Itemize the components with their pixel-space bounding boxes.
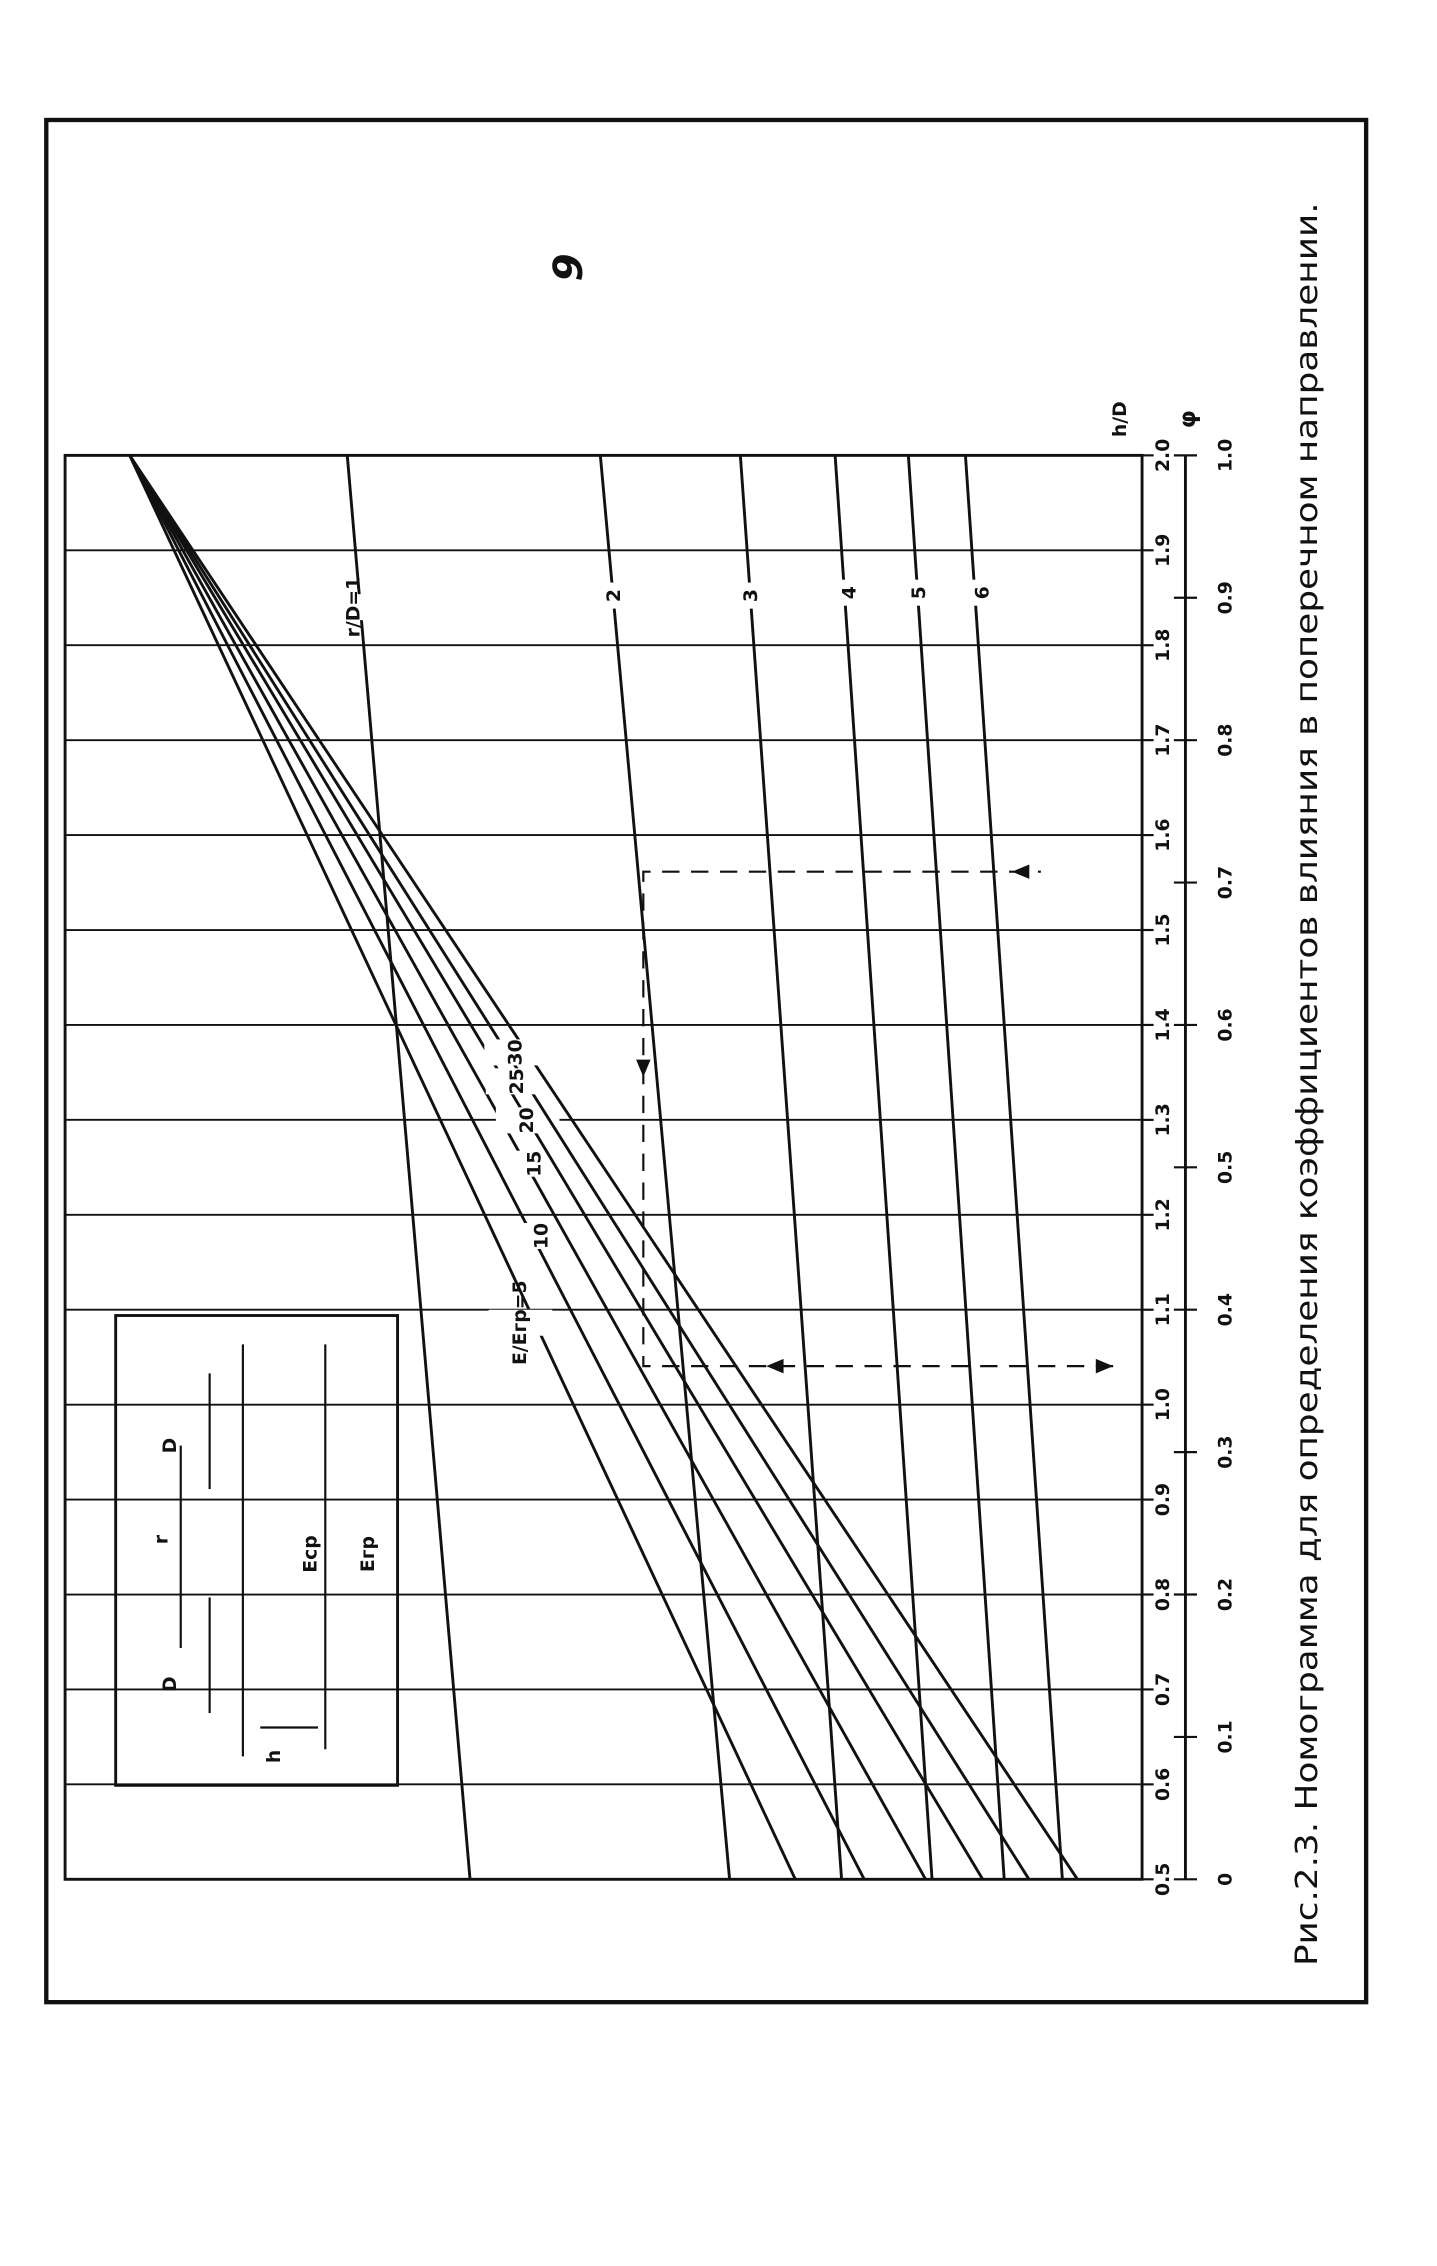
label-bg — [484, 1039, 548, 1066]
inset — [114, 1314, 400, 1787]
curve-label: r/D=1 — [344, 577, 365, 638]
curve — [906, 455, 1006, 1880]
example-path — [642, 870, 1114, 1368]
curve — [128, 454, 1031, 1881]
label-bg — [488, 1309, 553, 1336]
label-bg — [951, 579, 1015, 606]
inset-label: D — [160, 1438, 181, 1454]
x-axis-label: h/D — [1110, 401, 1131, 437]
inset-label: h — [264, 1750, 285, 1763]
phi-tick-label: 0.3 — [1215, 1435, 1236, 1468]
phi-tick-label: 0.4 — [1215, 1293, 1236, 1326]
inset-label: r — [151, 1534, 172, 1544]
x-tick-label: 1.7 — [1153, 724, 1174, 757]
inset-label: D — [160, 1676, 181, 1692]
phi-tick-label: 0.9 — [1215, 581, 1236, 614]
x-tick-label: 1.3 — [1153, 1103, 1174, 1136]
phi-tick-label: 0.6 — [1215, 1008, 1236, 1041]
label-bg — [510, 1222, 574, 1250]
x-tick-label: 0.8 — [1153, 1578, 1174, 1611]
caption: Рис.2.3. Номограмма для определения коэф… — [1290, 202, 1325, 1966]
phi-tick-label: 0 — [1215, 1873, 1236, 1886]
inset-label: Eср — [300, 1535, 321, 1572]
curve-label: 10 — [532, 1223, 553, 1249]
curve-label: 3 — [741, 589, 762, 602]
curve-label: E/Eгр=5 — [510, 1280, 531, 1365]
example-dashed-line — [642, 870, 1114, 1368]
x-tick-label: 0.7 — [1153, 1673, 1174, 1706]
inset-label: Eгр — [358, 1536, 379, 1572]
curve-label: 2 — [604, 589, 625, 602]
x-tick-label: 1.6 — [1153, 818, 1174, 851]
phi-axis-label: φ — [1175, 410, 1201, 428]
curve-label: 15 — [524, 1151, 545, 1177]
x-tick-label: 1.2 — [1153, 1198, 1174, 1231]
x-tick-label: 0.6 — [1153, 1768, 1174, 1801]
curve — [738, 455, 844, 1880]
phi-tick-label: 1.0 — [1215, 439, 1236, 472]
curve-label: 20 — [517, 1107, 538, 1133]
x-tick-label: 1.0 — [1153, 1388, 1174, 1421]
label-bg — [719, 582, 784, 609]
x-tick-label: 0.5 — [1153, 1863, 1174, 1896]
phi-tick-label: 0.7 — [1215, 866, 1236, 899]
arrow — [1095, 1358, 1114, 1374]
curve-label: 6 — [973, 586, 994, 599]
page-number: 9 — [544, 253, 592, 281]
phi-tick-label: 0.8 — [1215, 724, 1236, 757]
label-bg — [495, 1107, 560, 1134]
phi-tick-label: 0.5 — [1215, 1151, 1236, 1184]
x-tick-label: 1.5 — [1153, 913, 1174, 946]
page-border — [44, 117, 1369, 2005]
label-bg — [485, 1068, 550, 1095]
curve — [598, 455, 732, 1880]
arrow — [636, 1059, 651, 1077]
x-tick-label: 1.4 — [1153, 1008, 1174, 1041]
curve — [128, 454, 866, 1880]
arrow — [1011, 864, 1030, 879]
x-tick-label: 1.8 — [1153, 629, 1174, 662]
inset-frame — [114, 1314, 400, 1787]
curve — [833, 455, 934, 1880]
curve — [128, 454, 984, 1881]
curve — [128, 454, 797, 1880]
label-bg — [582, 582, 647, 609]
curve-label: 4 — [840, 586, 861, 599]
curve-label: 30 — [506, 1039, 527, 1065]
curve-label: 25 — [507, 1068, 528, 1094]
label-bg — [818, 579, 882, 606]
arrow — [766, 1358, 784, 1374]
inset-labels: D r D Eср Eгр h — [151, 1438, 379, 1763]
label-bg — [887, 579, 952, 606]
x-tick-label: 0.9 — [1153, 1483, 1174, 1516]
phi-tick-label: 0.2 — [1215, 1578, 1236, 1611]
arrows — [636, 864, 1114, 1374]
x-tick-label: 1.1 — [1153, 1293, 1174, 1326]
curve-label: 5 — [909, 586, 930, 599]
curve — [963, 455, 1064, 1880]
label-bg — [322, 594, 387, 621]
phi-tick-label: 0.1 — [1215, 1720, 1236, 1753]
curve — [345, 455, 472, 1880]
x-tick-label: 1.9 — [1153, 534, 1174, 567]
curve — [128, 454, 1079, 1881]
x-tick-label: 2.0 — [1153, 439, 1174, 472]
